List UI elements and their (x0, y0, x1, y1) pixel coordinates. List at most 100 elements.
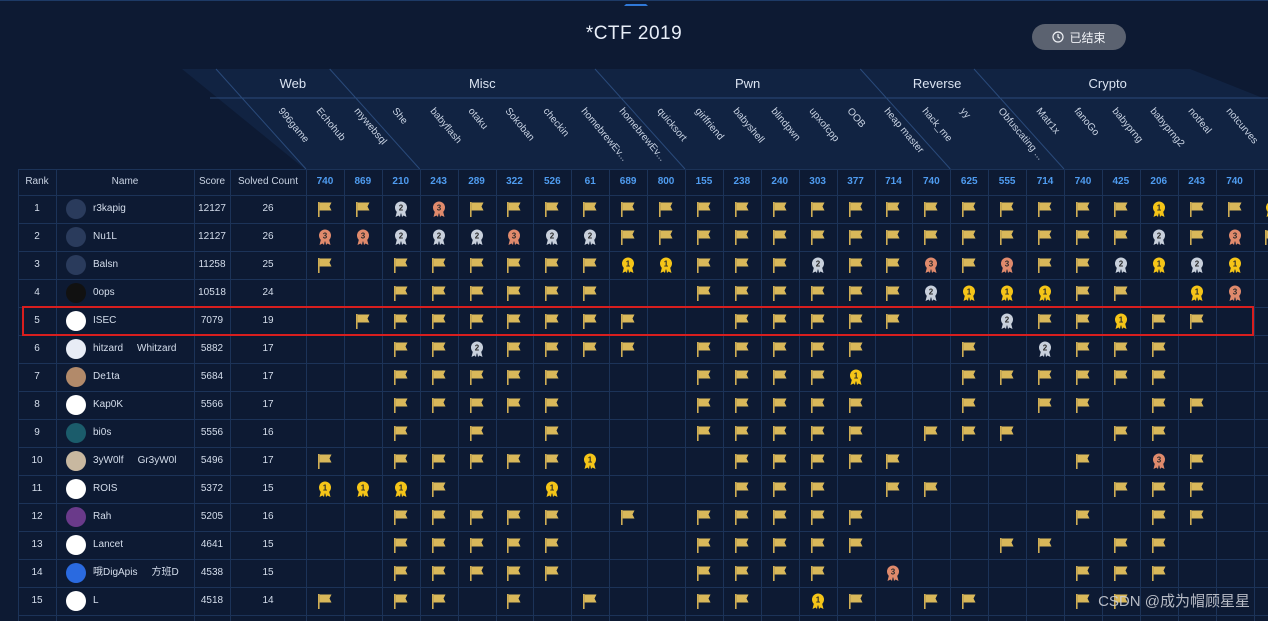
flag-icon (848, 454, 863, 469)
grid-line (18, 447, 1268, 448)
team-name[interactable]: Kap0K (93, 391, 193, 419)
rah-avatar[interactable] (66, 507, 86, 527)
flag-icon (886, 258, 900, 273)
grid-line (18, 279, 1268, 280)
grid-column-line (988, 169, 990, 621)
gold-medal-icon: 1 (1266, 203, 1268, 217)
rois-avatar[interactable] (66, 479, 86, 499)
hitzard-avatar[interactable] (66, 339, 86, 359)
grid-column-line (1139, 169, 1141, 621)
0ops-avatar[interactable] (66, 283, 86, 303)
grid-column-line (419, 169, 421, 621)
gold-medal-icon: 1 (849, 369, 862, 385)
grid-column-line (533, 169, 535, 621)
silver-medal-icon: 2 (1152, 229, 1165, 245)
digapis-avatar[interactable] (66, 563, 86, 583)
bronze-medal-icon: 3 (318, 229, 331, 245)
status-button[interactable]: 已结束 (1032, 24, 1126, 50)
flag-icon (1113, 482, 1128, 497)
nu1l-avatar[interactable] (66, 227, 86, 247)
name-header[interactable]: Name (111, 176, 139, 187)
svg-text:1: 1 (967, 287, 972, 296)
bronze-medal-icon: 3 (508, 229, 521, 245)
de1ta-avatar[interactable] (66, 367, 86, 387)
flag-icon (431, 286, 446, 301)
team-name-primary: Kap0K (93, 399, 124, 410)
flag-icon (507, 566, 521, 581)
grid-column-line (950, 169, 952, 621)
flag-icon (1075, 258, 1090, 273)
team-name[interactable]: 0ops (93, 279, 193, 307)
flag-icon (810, 230, 825, 245)
flag-icon (1151, 398, 1166, 413)
silver-medal-icon: 2 (1190, 257, 1203, 273)
rank-cell: 4 (34, 287, 40, 298)
flag-icon (1189, 398, 1204, 413)
svg-text:3: 3 (1005, 259, 1010, 268)
solved-count-cell: 14 (262, 595, 274, 606)
flag-icon (810, 370, 825, 385)
flag-icon (1000, 538, 1014, 553)
score-cell: 5882 (200, 343, 224, 354)
silver-medal-icon: 2 (470, 229, 483, 245)
grid-column-line (1026, 169, 1028, 621)
flag-icon (924, 230, 938, 245)
kap0k-avatar[interactable] (66, 395, 86, 415)
3yw0lf-avatar[interactable] (66, 451, 86, 471)
grid-column-line (343, 169, 345, 621)
flag-icon (772, 426, 787, 441)
flag-icon (1151, 370, 1166, 385)
grid-column-line (912, 169, 914, 621)
flag-icon (469, 314, 484, 329)
gold-medal-icon: 1 (584, 453, 597, 469)
flag-icon (545, 426, 559, 441)
flag-icon (393, 566, 408, 581)
flag-icon (848, 398, 863, 413)
team-name[interactable]: bi0s (93, 419, 193, 447)
team-name[interactable]: Rah (93, 503, 193, 531)
team-name[interactable]: ROIS (93, 475, 193, 503)
team-name[interactable]: hitzard Whitzard (93, 335, 193, 363)
team-name[interactable]: L (93, 587, 193, 615)
team-name[interactable]: Balsn (93, 251, 193, 279)
flag-icon (810, 398, 825, 413)
svg-text:1: 1 (1232, 259, 1237, 268)
flag-icon (1038, 398, 1052, 413)
flag-icon (696, 594, 711, 609)
svg-text:3: 3 (929, 259, 934, 268)
gold-medal-icon: 1 (318, 481, 331, 497)
team-name[interactable]: 哦DigApis 方班D (93, 559, 193, 587)
balsn-avatar[interactable] (66, 255, 86, 275)
solved-count-cell: 15 (262, 567, 274, 578)
grid-column-line (495, 169, 497, 621)
rank-header[interactable]: Rank (25, 176, 49, 187)
team-name[interactable]: De1ta (93, 363, 193, 391)
team-name-primary: bi0s (93, 427, 112, 438)
r3kapig-avatar[interactable] (66, 199, 86, 219)
solved-header[interactable]: Solved Count (237, 176, 299, 187)
rank-cell: 3 (34, 259, 40, 270)
category-header (182, 68, 1268, 170)
lancet-avatar[interactable] (66, 535, 86, 555)
flag-icon (469, 426, 484, 441)
bronze-medal-icon: 3 (356, 229, 369, 245)
svg-text:1: 1 (1119, 315, 1124, 324)
flag-icon (810, 286, 825, 301)
l-avatar[interactable] (66, 591, 86, 611)
team-name[interactable]: Nu1L (93, 223, 193, 251)
category-separator (329, 68, 421, 170)
team-name[interactable]: 3yW0lf Gr3yW0l (93, 447, 193, 475)
grid-column-line (1253, 169, 1255, 621)
score-header[interactable]: Score (198, 176, 226, 187)
bi0s-avatar[interactable] (66, 423, 86, 443)
flag-icon (431, 258, 446, 273)
grid-column-line (647, 169, 649, 621)
flag-icon (1038, 370, 1052, 385)
svg-text:1: 1 (1194, 287, 1199, 296)
flag-icon (317, 594, 332, 609)
team-name[interactable]: r3kapig (93, 195, 193, 223)
team-name[interactable]: Lancet (93, 531, 193, 559)
isec-avatar[interactable] (66, 311, 86, 331)
team-name[interactable]: ISEC (93, 307, 193, 335)
svg-text:2: 2 (588, 231, 593, 240)
